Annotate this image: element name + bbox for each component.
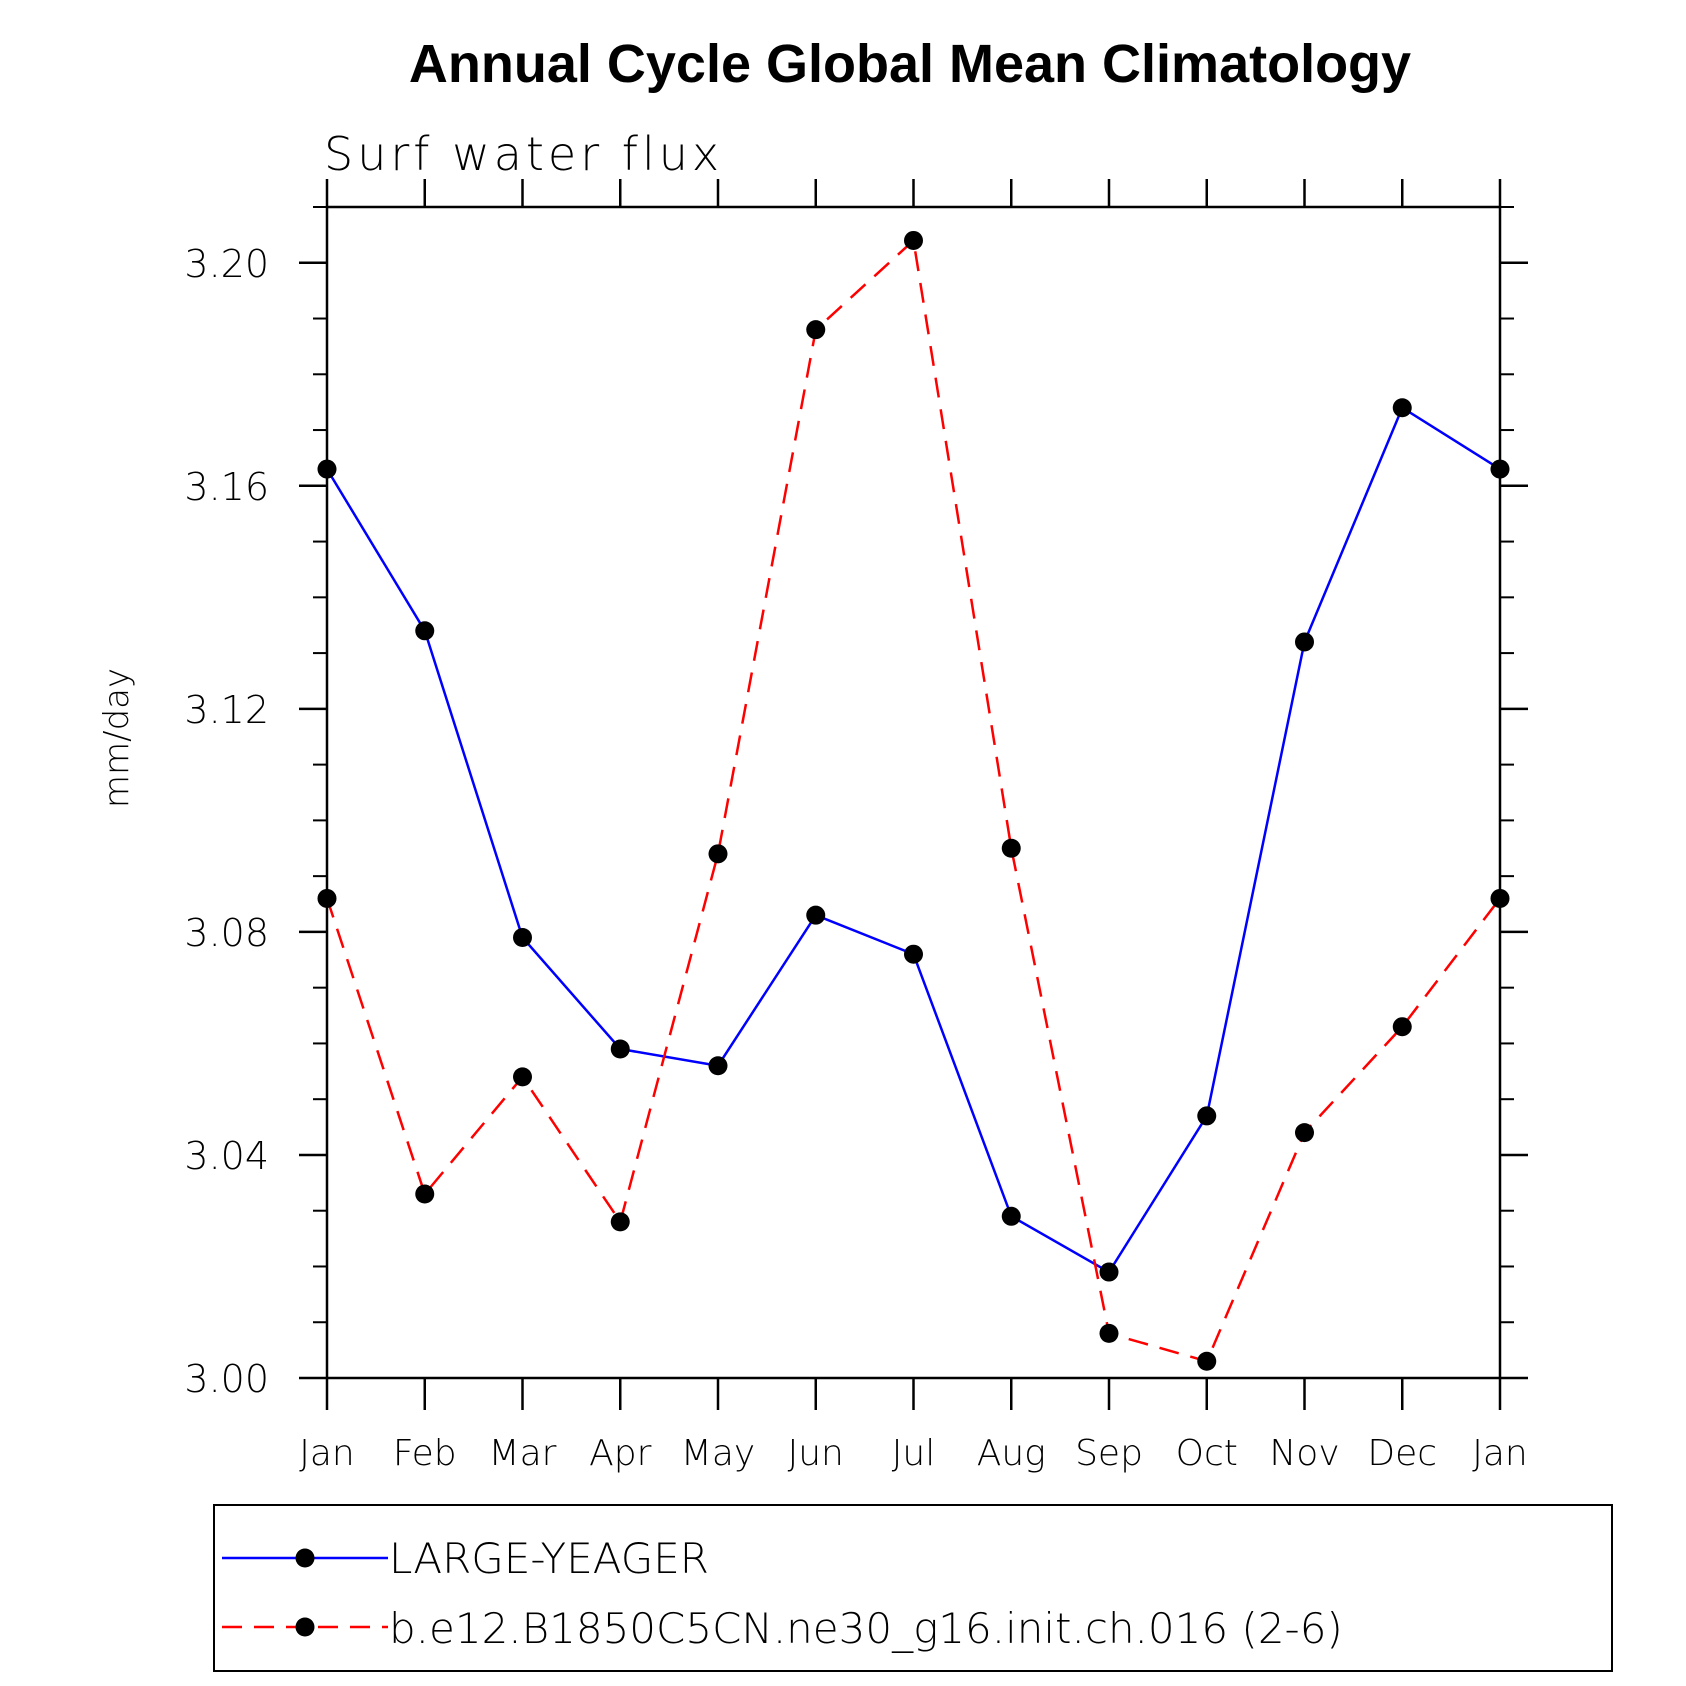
x-tick-label: Feb — [393, 1433, 457, 1474]
data-point-series-1 — [415, 1184, 435, 1204]
y-tick-label: 3.20 — [184, 242, 269, 286]
data-point-series-1 — [610, 1212, 630, 1232]
data-point-series-1 — [317, 888, 337, 908]
x-tick-label: Jul — [892, 1433, 935, 1474]
data-point-series-0 — [904, 944, 923, 964]
y-tick-label: 3.00 — [184, 1357, 269, 1401]
y-tick-label: 3.12 — [184, 688, 269, 732]
data-point-series-0 — [708, 1056, 728, 1076]
x-tick-label: Dec — [1367, 1433, 1437, 1474]
x-tick-label: Mar — [489, 1433, 557, 1474]
legend-box — [213, 1504, 1613, 1672]
data-point-series-0 — [1197, 1106, 1217, 1126]
data-point-series-1 — [904, 230, 923, 250]
plot-frame — [325, 205, 1502, 1380]
plot-border — [325, 205, 1502, 1380]
data-point-series-1 — [1099, 1323, 1119, 1343]
legend-label-large-yeager: LARGE-YEAGER — [389, 1534, 709, 1583]
data-point-series-1 — [1295, 1123, 1314, 1143]
y-tick-label: 3.16 — [184, 465, 269, 509]
data-point-series-0 — [610, 1039, 630, 1059]
y-axis-label: mm/day — [97, 668, 137, 808]
x-tick-label: Aug — [977, 1433, 1046, 1474]
data-point-series-1 — [513, 1067, 532, 1087]
data-point-series-0 — [415, 621, 435, 641]
x-tick-label: Apr — [589, 1433, 651, 1474]
data-point-series-0 — [806, 905, 826, 925]
data-point-series-0 — [1099, 1262, 1119, 1282]
x-tick-label: Jan — [1472, 1433, 1528, 1474]
data-point-series-1 — [1490, 888, 1510, 908]
series-line-1 — [325, 238, 1501, 1363]
data-point-series-0 — [1001, 1206, 1021, 1226]
data-point-series-1 — [708, 844, 728, 864]
data-point-series-1 — [1392, 1017, 1412, 1037]
x-tick-label: Jun — [788, 1433, 844, 1474]
data-point-series-1 — [1001, 838, 1021, 858]
chart-title: Annual Cycle Global Mean Climatology — [409, 34, 1411, 94]
legend-marker-model — [295, 1617, 315, 1637]
legend-marker-large-yeager — [295, 1548, 315, 1568]
series-layer — [325, 238, 1501, 1363]
y-tick-label: 3.04 — [184, 1134, 269, 1178]
x-tick-label: Sep — [1075, 1433, 1143, 1474]
data-point-series-0 — [1392, 398, 1412, 418]
legend: LARGE-YEAGER b.e12.B1850C5CN.ne30_g16.in… — [213, 1504, 1613, 1672]
x-tick-label: May — [681, 1433, 755, 1474]
x-tick-label: Jan — [299, 1433, 355, 1474]
markers-layer — [317, 230, 1510, 1371]
data-point-series-0 — [513, 927, 532, 947]
x-tick-label: Oct — [1176, 1433, 1238, 1474]
x-tick-label: Nov — [1269, 1433, 1339, 1474]
data-point-series-0 — [1295, 632, 1314, 652]
data-point-series-1 — [806, 320, 826, 340]
legend-label-model: b.e12.B1850C5CN.ne30_g16.init.ch.016 (2-… — [389, 1604, 1343, 1653]
axis-ticks: Jan Feb Mar Apr May Jun Jul Aug Sep Oct Nov Dec Jan 3… — [184, 179, 1528, 1474]
y-tick-label: 3.08 — [184, 911, 269, 955]
data-point-series-0 — [1490, 459, 1510, 479]
series-line-0 — [325, 405, 1501, 1274]
chart-subtitle: Surf water flux — [324, 127, 723, 181]
data-point-series-1 — [1197, 1351, 1217, 1371]
data-point-series-0 — [317, 459, 337, 479]
